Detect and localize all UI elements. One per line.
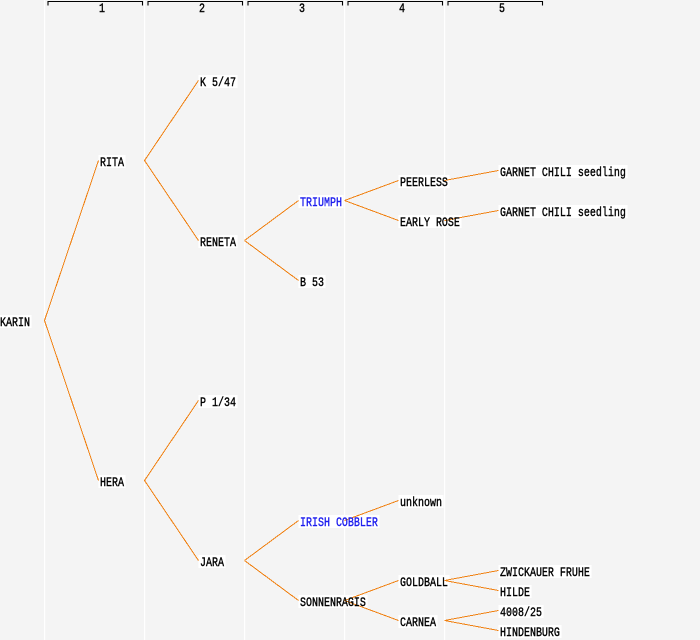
svg-text:K 5/47: K 5/47 bbox=[200, 76, 236, 91]
svg-text:GOLDBALL: GOLDBALL bbox=[400, 576, 448, 591]
svg-text:GARNET CHILI seedling: GARNET CHILI seedling bbox=[500, 206, 626, 221]
svg-text:EARLY ROSE: EARLY ROSE bbox=[400, 216, 460, 231]
svg-text:4008/25: 4008/25 bbox=[500, 606, 542, 621]
svg-text:TRIUMPH: TRIUMPH bbox=[300, 196, 342, 211]
svg-text:P 1/34: P 1/34 bbox=[200, 396, 236, 411]
svg-text:1: 1 bbox=[99, 2, 105, 17]
svg-text:SONNENRAGIS: SONNENRAGIS bbox=[300, 596, 366, 611]
svg-text:CARNEA: CARNEA bbox=[400, 616, 436, 631]
svg-text:3: 3 bbox=[299, 2, 305, 17]
svg-text:B 53: B 53 bbox=[300, 276, 324, 291]
svg-text:2: 2 bbox=[199, 2, 205, 17]
svg-text:RENETA: RENETA bbox=[200, 236, 236, 251]
svg-text:unknown: unknown bbox=[400, 496, 442, 511]
svg-text:RITA: RITA bbox=[100, 156, 124, 171]
svg-text:IRISH COBBLER: IRISH COBBLER bbox=[300, 516, 378, 531]
svg-text:GARNET CHILI seedling: GARNET CHILI seedling bbox=[500, 166, 626, 181]
svg-text:5: 5 bbox=[499, 2, 505, 17]
svg-text:KARIN: KARIN bbox=[0, 316, 30, 331]
svg-text:JARA: JARA bbox=[200, 556, 224, 571]
svg-text:HINDENBURG: HINDENBURG bbox=[500, 626, 560, 640]
svg-text:HILDE: HILDE bbox=[500, 586, 530, 601]
svg-text:PEERLESS: PEERLESS bbox=[400, 176, 448, 191]
svg-text:ZWICKAUER FRUHE: ZWICKAUER FRUHE bbox=[500, 566, 590, 581]
svg-text:HERA: HERA bbox=[100, 476, 124, 491]
svg-text:4: 4 bbox=[399, 2, 405, 17]
